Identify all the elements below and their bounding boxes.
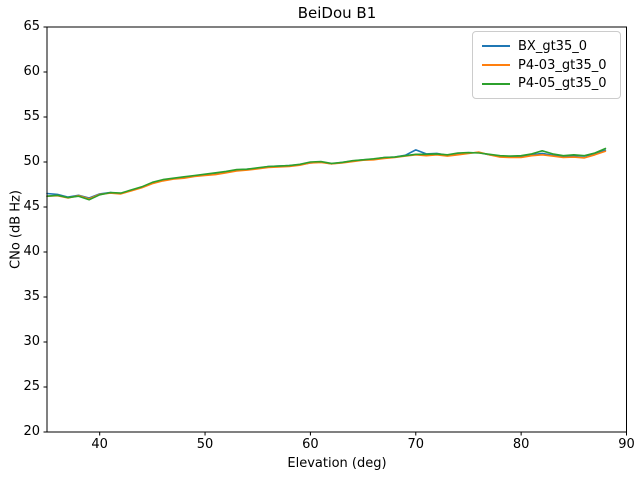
- chart-title: BeiDou B1: [297, 4, 377, 22]
- x-tick-label: 50: [196, 437, 214, 452]
- x-tick-label: 60: [302, 437, 319, 452]
- x-tick-label: 70: [407, 437, 425, 452]
- legend-label: BX_gt35_0: [518, 38, 587, 54]
- axis-ticks: [43, 26, 627, 436]
- legend: BX_gt35_0 P4-03_gt35_0 P4-05_gt35_0: [472, 31, 621, 99]
- legend-item: P4-05_gt35_0: [482, 74, 612, 93]
- y-tick-label: 65: [23, 19, 40, 34]
- y-tick-label: 60: [23, 64, 40, 79]
- y-tick-label: 25: [23, 379, 40, 394]
- y-tick-label: 30: [23, 334, 40, 349]
- legend-line-sample: [482, 82, 510, 85]
- legend-item: P4-03_gt35_0: [482, 56, 612, 75]
- y-axis-label: CNo (dB Hz): [8, 190, 24, 269]
- y-tick-label: 50: [23, 154, 40, 169]
- x-tick-label: 80: [512, 437, 530, 452]
- y-tick-label: 35: [23, 289, 40, 304]
- legend-line-sample: [482, 45, 510, 48]
- legend-item: BX_gt35_0: [482, 37, 612, 56]
- axes-frame: [46, 26, 627, 433]
- x-tick-label: 90: [618, 437, 635, 452]
- legend-label: P4-05_gt35_0: [518, 76, 607, 92]
- x-tick-label: 40: [91, 437, 108, 452]
- y-tick-label: 20: [23, 424, 40, 439]
- legend-label: P4-03_gt35_0: [518, 57, 607, 73]
- y-tick-label: 45: [23, 199, 40, 214]
- x-axis-label: Elevation (deg): [287, 456, 387, 471]
- y-tick-label: 40: [23, 244, 40, 259]
- y-tick-label: 55: [23, 109, 40, 124]
- legend-line-sample: [482, 64, 510, 66]
- data-lines: [46, 147, 607, 201]
